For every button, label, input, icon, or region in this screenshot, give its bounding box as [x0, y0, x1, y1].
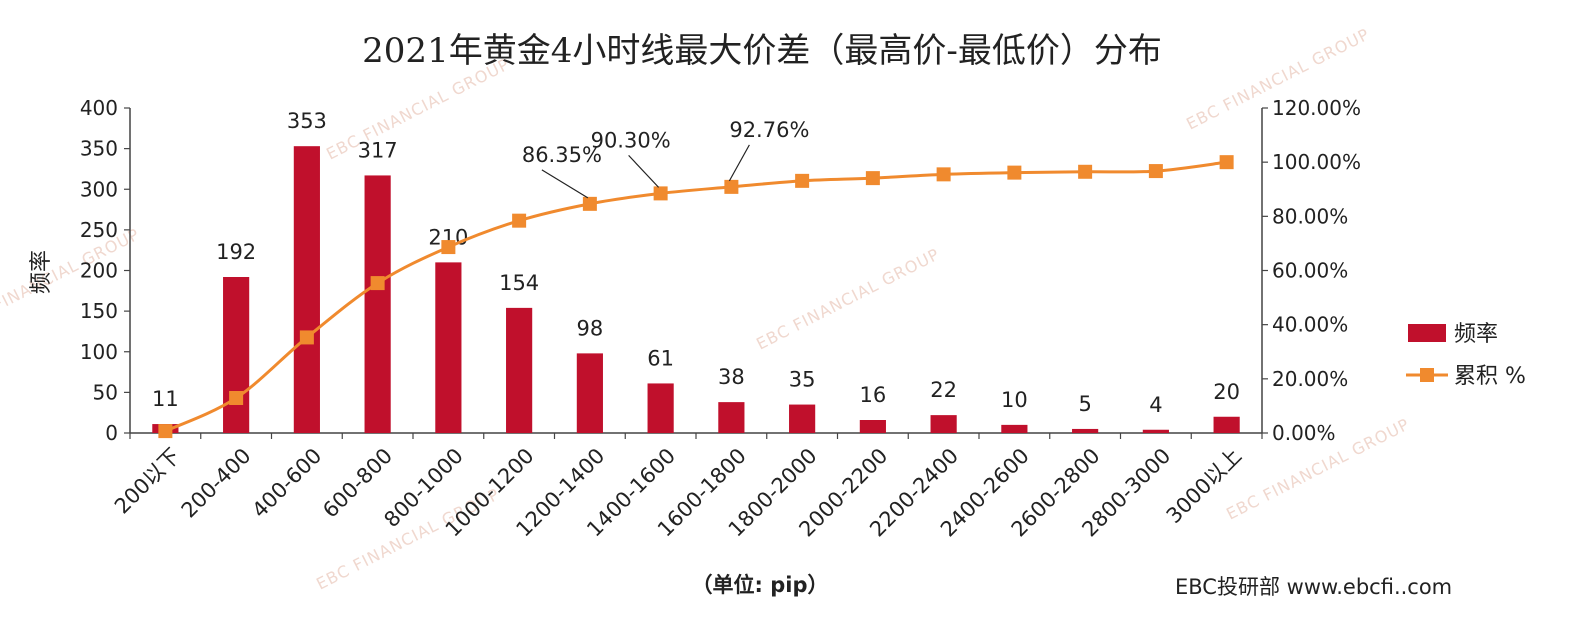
cumulative-line [158, 155, 1234, 439]
bar-value-label: 22 [930, 378, 957, 402]
y2-tick-label: 60.00% [1272, 259, 1348, 283]
cumulative-point [512, 213, 527, 228]
bar [1142, 429, 1169, 433]
bar [1001, 424, 1028, 433]
bar [1213, 416, 1240, 433]
y2-tick-label: 120.00% [1272, 96, 1361, 120]
bar-value-label: 154 [499, 271, 539, 295]
cumulative-point [441, 240, 456, 255]
y2-tick-label: 100.00% [1272, 150, 1361, 174]
cumulative-point [299, 330, 314, 345]
axes: 0 50 100 150 200 250 300 350 400 0.00% 20.00% 40.00… [80, 96, 1361, 445]
bar [930, 415, 957, 433]
cumulative-point [865, 171, 880, 186]
cumulative-point [724, 179, 739, 194]
legend: 频率 累积 % [1406, 322, 1526, 389]
y2-tick-label: 20.00% [1272, 367, 1348, 391]
x-axis-label: （单位: pip） [692, 573, 829, 597]
cumulative-point [653, 186, 668, 201]
y-tick-label: 100 [80, 340, 118, 364]
cumulative-point [1219, 155, 1234, 170]
annotation-arrow [728, 144, 750, 182]
bar [1072, 428, 1099, 433]
y-axis-label: 频率 [29, 250, 54, 294]
y2-tick-label: 40.00% [1272, 313, 1348, 337]
y-tick-label: 300 [80, 177, 118, 201]
cumulative-point [936, 167, 951, 182]
watermark-text: EBC FINANCIAL GROUP [0, 224, 143, 333]
bar-value-label: 38 [718, 365, 745, 389]
bar [647, 383, 674, 433]
x-tick-label: 200以下 [110, 444, 185, 519]
y-tick-label: 50 [93, 380, 118, 404]
footer-source: EBC投研部 www.ebcfi..com [1175, 575, 1452, 599]
bars [152, 146, 1240, 433]
bar [223, 277, 250, 433]
bar [718, 402, 745, 433]
bar-value-label: 98 [577, 316, 604, 340]
cumulative-line-path [164, 160, 1227, 433]
bar [859, 420, 886, 433]
annotation-arrow [541, 169, 589, 199]
bar [576, 353, 603, 433]
bar-value-label: 317 [358, 138, 398, 162]
x-tick-labels: 200以下200-400400-600600-800800-10001000-1… [110, 444, 1246, 542]
y-tick-label: 150 [80, 299, 118, 323]
bar-value-label: 16 [860, 383, 887, 407]
cumulative-point [1078, 164, 1093, 179]
bar-value-label: 192 [216, 240, 256, 264]
x-tick-label: 200-400 [177, 444, 256, 523]
annotations: 86.35%90.30% 92.76% [522, 118, 809, 199]
bar-value-label: 10 [1001, 388, 1028, 412]
cumulative-point [1148, 164, 1163, 179]
x-tick-label: 400-600 [247, 444, 326, 523]
bar [435, 262, 462, 433]
bar-value-label: 61 [647, 346, 674, 370]
bar [293, 146, 320, 433]
y-tick-label: 350 [80, 137, 118, 161]
bar [506, 307, 533, 433]
annotation-label: 90.30% [591, 128, 671, 152]
legend-swatch-bar [1408, 324, 1446, 342]
annotation-arrow [628, 154, 660, 188]
cumulative-point [582, 196, 597, 211]
bar-value-label: 20 [1213, 380, 1240, 404]
annotation-label: 92.76% [729, 118, 809, 142]
bar-value-label: 11 [152, 387, 179, 411]
corner-watermark: @EBC [1500, 590, 1542, 606]
annotation-label: 86.35% [522, 143, 602, 167]
bar-value-label: 35 [789, 368, 816, 392]
bar-value-label: 4 [1149, 393, 1162, 417]
watermark-text: EBC FINANCIAL GROUP [753, 244, 943, 353]
y-tick-label: 250 [80, 218, 118, 242]
cumulative-point [158, 424, 173, 439]
chart-title: 2021年黄金4小时线最大价差（最高价-最低价）分布 [362, 31, 1162, 71]
cumulative-point [229, 391, 244, 406]
cumulative-point [370, 276, 385, 291]
y-tick-label: 0 [105, 421, 118, 445]
bar-value-label: 353 [287, 109, 327, 133]
legend-label-bar: 频率 [1454, 322, 1498, 347]
cumulative-point [1007, 165, 1022, 180]
y-tick-label: 400 [80, 96, 118, 120]
cumulative-point [795, 173, 810, 188]
bar-value-label: 5 [1078, 392, 1091, 416]
y-tick-label: 200 [80, 259, 118, 283]
legend-label-line: 累积 % [1454, 364, 1526, 389]
y2-tick-label: 0.00% [1272, 421, 1336, 445]
bar [364, 175, 391, 433]
y2-tick-label: 80.00% [1272, 204, 1348, 228]
bar [789, 404, 816, 433]
legend-swatch-marker [1420, 368, 1434, 382]
